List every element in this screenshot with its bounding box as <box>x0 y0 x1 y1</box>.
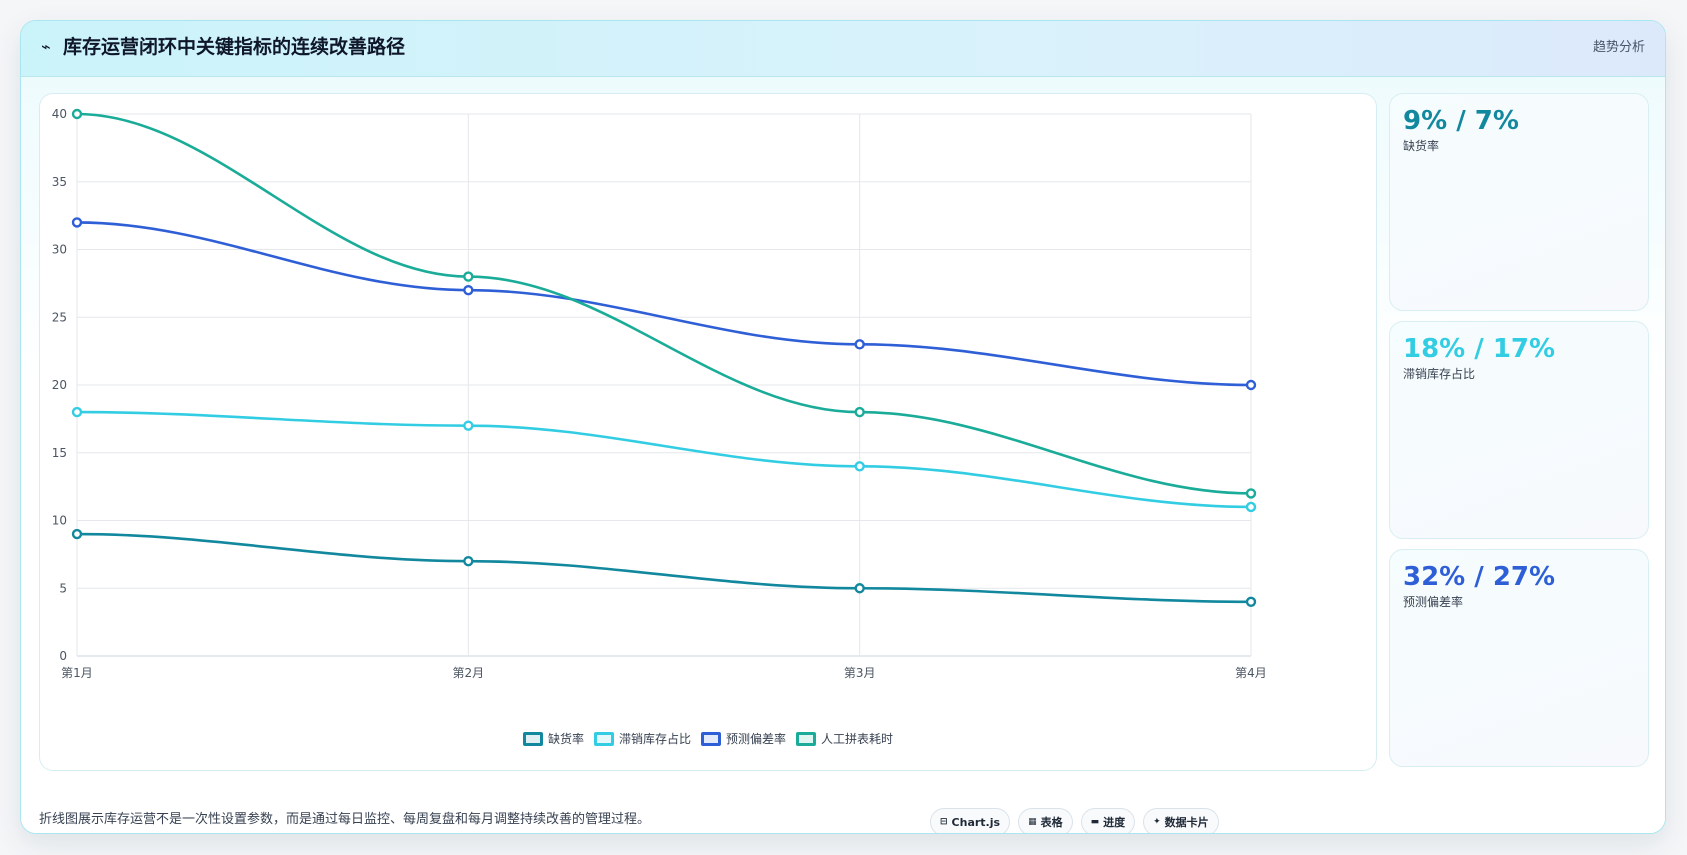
data-point <box>1245 488 1257 499</box>
stat-card: 9% / 7% 缺货率 <box>1389 93 1649 311</box>
data-point <box>854 461 865 472</box>
chip-label: 表格 <box>1040 816 1063 829</box>
y-tick-label: 10 <box>52 514 67 528</box>
chart-card: ⌁ 库存运营闭环中关键指标的连续改善路径 趋势分析 0 5 10 15 20 25 30 35… <box>20 20 1666 834</box>
data-point <box>463 420 474 431</box>
legend-label: 人工拼表耗时 <box>821 732 894 746</box>
data-point <box>1245 596 1257 607</box>
data-point <box>854 583 865 594</box>
data-point <box>463 555 474 567</box>
data-point <box>71 108 83 120</box>
series-line-2 <box>76 410 1252 509</box>
y-tick-label: 25 <box>52 310 67 324</box>
chart-panel: 0 5 10 15 20 25 30 35 40 第1月 第2月 第3月 第4月 缺货率 滞销库存占比 预测… <box>39 93 1377 771</box>
x-tick-label: 第3月 <box>844 666 876 680</box>
card-body: 0 5 10 15 20 25 30 35 40 第1月 第2月 第3月 第4月 缺货率 滞销库存占比 预测… <box>21 77 1665 833</box>
legend-swatch <box>593 731 614 746</box>
data-point <box>71 528 83 540</box>
stat-label: 缺货率 <box>1403 139 1440 153</box>
stat-value: 9% / 7% <box>1403 106 1519 136</box>
footer-note: 折线图展示库存运营不是一次性设置参数，而是通过每日监控、每周复盘和每月调整持续改… <box>39 812 651 827</box>
legend-label: 缺货率 <box>547 732 584 746</box>
page-title: 库存运营闭环中关键指标的连续改善路径 <box>63 36 406 58</box>
data-point <box>463 271 474 282</box>
data-point <box>71 217 83 228</box>
header-tag: 趋势分析 <box>1592 40 1645 55</box>
series-line-1 <box>76 532 1252 604</box>
chip-label: Chart.js <box>951 815 1001 829</box>
y-tick-label: 30 <box>52 243 67 257</box>
legend-item[interactable]: 滞销库存占比 <box>593 730 691 747</box>
stat-value: 32% / 27% <box>1403 562 1556 592</box>
x-tick-label: 第2月 <box>453 666 485 680</box>
chip-4[interactable]: ✦ 数据卡片 <box>1143 808 1219 833</box>
line-chart: 0 5 10 15 20 25 30 35 40 第1月 第2月 第3月 第4月 <box>52 107 1267 680</box>
series-line-4 <box>76 112 1252 495</box>
chart-icon: ⊟ <box>940 817 948 827</box>
legend-label: 预测偏差率 <box>726 732 787 746</box>
card-header: ⌁ 库存运营闭环中关键指标的连续改善路径 趋势分析 <box>21 21 1665 77</box>
chip-label: 进度 <box>1103 816 1126 829</box>
y-tick-label: 0 <box>59 649 67 663</box>
chart-legend: 缺货率 滞销库存占比 预测偏差率 人工拼表耗时 <box>40 730 1376 747</box>
chip-3[interactable]: ▬ 进度 <box>1080 808 1136 833</box>
legend-swatch <box>522 731 543 746</box>
legend-label: 滞销库存占比 <box>618 732 691 746</box>
data-point <box>854 406 865 418</box>
y-tick-label: 5 <box>59 581 67 595</box>
data-point <box>1245 379 1257 391</box>
sparkle-icon: ✦ <box>1153 817 1161 827</box>
chip-2[interactable]: ▦ 表格 <box>1018 808 1073 833</box>
feature-chips: ⊟ Chart.js ▦ 表格 ▬ 进度 ✦ 数据卡片 <box>930 808 1219 833</box>
progress-icon: ▬ <box>1090 817 1100 827</box>
y-tick-label: 40 <box>52 107 67 121</box>
stat-label: 滞销库存占比 <box>1403 367 1476 381</box>
chip-label: 数据卡片 <box>1164 816 1209 829</box>
series-line-3 <box>76 221 1252 387</box>
y-tick-label: 20 <box>52 378 67 392</box>
y-tick-label: 35 <box>52 175 67 189</box>
legend-item[interactable]: 缺货率 <box>522 730 584 747</box>
data-point <box>463 284 474 296</box>
legend-swatch <box>701 731 721 746</box>
y-tick-label: 15 <box>52 446 67 460</box>
stat-label: 预测偏差率 <box>1403 595 1464 609</box>
data-point <box>854 339 865 350</box>
x-tick-label: 第1月 <box>61 666 93 680</box>
chip-1[interactable]: ⊟ Chart.js <box>930 808 1011 833</box>
legend-item[interactable]: 人工拼表耗时 <box>796 730 893 747</box>
stat-card: 18% / 17% 滞销库存占比 <box>1389 321 1649 539</box>
legend-item[interactable]: 预测偏差率 <box>701 730 786 747</box>
data-point <box>71 406 83 418</box>
legend-swatch <box>796 731 817 746</box>
stat-card: 32% / 27% 预测偏差率 <box>1389 549 1649 767</box>
table-icon: ▦ <box>1028 817 1037 827</box>
pulse-icon: ⌁ <box>41 37 51 56</box>
data-point <box>1245 501 1257 513</box>
x-tick-label: 第4月 <box>1235 666 1267 680</box>
stat-value: 18% / 17% <box>1403 334 1556 364</box>
